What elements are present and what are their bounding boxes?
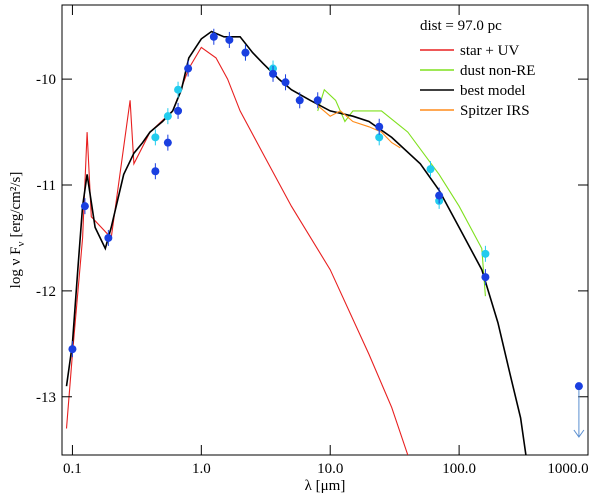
- data-point: [481, 249, 490, 258]
- data-point: [184, 64, 193, 73]
- plot-frame: [61, 4, 589, 456]
- data-point: [241, 48, 250, 57]
- legend-label: best model: [460, 83, 525, 99]
- data-point: [435, 191, 444, 200]
- x-tick-label: 0.1: [63, 461, 82, 477]
- y-axis-label: log ν Fν [erg/cm²/s]: [8, 172, 27, 289]
- data-point: [209, 32, 218, 41]
- plot-area: [65, 30, 527, 455]
- data-point: [375, 133, 384, 142]
- curve: [65, 30, 527, 455]
- data-point: [281, 78, 290, 87]
- data-point: [313, 96, 322, 105]
- y-tick-label: -13: [36, 390, 56, 406]
- curve: [65, 46, 409, 455]
- legend-label: star + UV: [460, 43, 519, 59]
- curve: [317, 105, 401, 149]
- upper-limit-point: [574, 382, 583, 391]
- y-tick-label: -11: [37, 178, 56, 194]
- legend-label: dust non-RE: [460, 63, 535, 79]
- x-tick-label: 1000.0: [547, 461, 588, 477]
- data-point: [225, 35, 234, 44]
- y-tick-label: -12: [36, 284, 56, 300]
- data-point: [174, 85, 183, 94]
- data-point: [295, 96, 304, 105]
- data-point: [426, 165, 435, 174]
- curve: [317, 88, 486, 297]
- limit-arrow: [573, 386, 585, 438]
- data-point: [163, 112, 172, 121]
- x-tick-label: 100.0: [442, 461, 476, 477]
- data-point: [104, 233, 113, 242]
- data-point: [80, 202, 89, 211]
- data-point: [375, 122, 384, 131]
- data-point: [481, 273, 490, 282]
- data-point: [151, 133, 160, 142]
- data-point: [174, 106, 183, 115]
- x-axis-label: λ [μm]: [305, 478, 346, 494]
- y-label-sub: ν: [15, 242, 27, 247]
- annotation: dist = 97.0 pc: [420, 18, 502, 34]
- legend-label: Spitzer IRS: [460, 103, 530, 119]
- data-point: [151, 167, 160, 176]
- data-point: [68, 345, 77, 354]
- x-tick-label: 1.0: [192, 461, 211, 477]
- y-label-main: log ν F: [8, 247, 24, 289]
- y-label-unit: [erg/cm²/s]: [8, 172, 24, 238]
- x-tick-label: 10.0: [317, 461, 343, 477]
- data-point: [269, 69, 278, 78]
- y-tick-label: -10: [36, 72, 56, 88]
- data-point: [163, 138, 172, 147]
